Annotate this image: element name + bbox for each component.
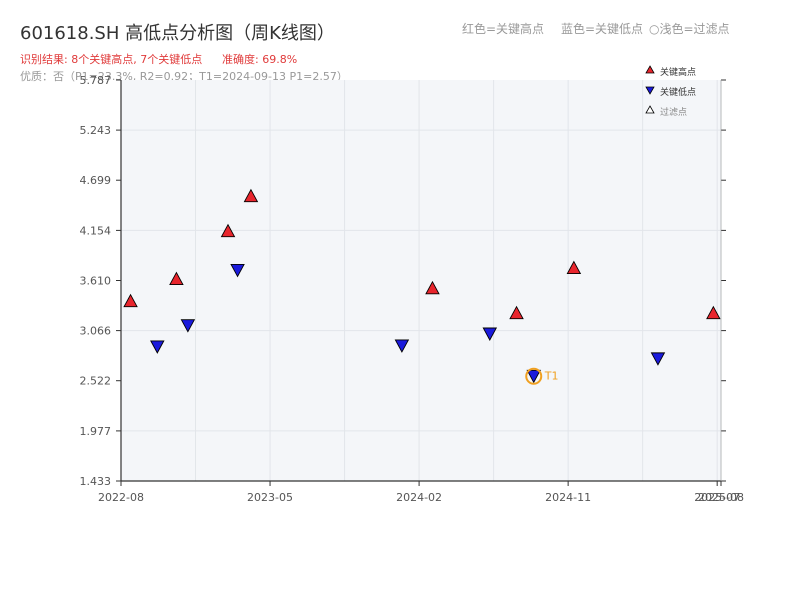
legend-low-label: 关键低点 (660, 86, 696, 98)
key-low-marker (230, 263, 245, 278)
axes: 1.433 1.977 2.522 3.066 3.610 4.154 4.699 5.243… (80, 74, 744, 504)
y-tick-label: 1.977 (80, 425, 112, 438)
legend-low-icon (645, 86, 655, 95)
x-tick-label: 2023-05 (247, 491, 293, 504)
y-tick-label: 3.066 (80, 325, 112, 338)
key-high-marker (243, 188, 259, 203)
key-low-marker (394, 339, 410, 353)
key-high-marker (123, 293, 138, 308)
y-tick-label: 4.699 (80, 174, 112, 187)
x-tick-label: 2022-08 (98, 491, 144, 504)
accuracy-text: 准确度: 69.8% (222, 52, 297, 66)
t1-ring (525, 367, 543, 385)
header-note-low: 蓝色=关键低点 (561, 22, 643, 36)
y-tick-label: 1.433 (80, 475, 112, 488)
y-tick-label: 5.243 (80, 124, 112, 137)
key-high-marker (566, 260, 582, 274)
header-note-filtered: ○浅色=过滤点 (649, 22, 730, 36)
plot-area (121, 80, 721, 481)
x-tick-label: 2025-07 (694, 491, 740, 504)
legend-filtered-icon (645, 105, 655, 114)
key-low-marker (650, 352, 666, 366)
legend-high-icon (645, 65, 655, 74)
x-tick-label: 2024-11 (545, 491, 591, 504)
chart-title: 601618.SH 高低点分析图（周K线图） (20, 23, 335, 44)
key-high-marker (425, 280, 440, 295)
result-summary: 识别结果: 8个关键高点, 7个关键低点 (20, 52, 202, 66)
key-low-marker (150, 340, 165, 354)
legend-high-label: 关键高点 (660, 66, 696, 78)
key-high-marker (220, 223, 236, 238)
header-note-high: 红色=关键高点 (462, 21, 544, 36)
markers: T1 (123, 188, 721, 385)
y-tick-label: 3.610 (80, 275, 112, 288)
key-low-marker (180, 319, 196, 333)
t1-label: T1 (544, 369, 559, 382)
y-tick-label: 2.522 (80, 375, 112, 388)
key-high-marker (509, 305, 524, 320)
key-low-marker (526, 369, 541, 384)
key-high-marker (706, 305, 721, 320)
x-tick-label: 2024-02 (396, 491, 442, 504)
legend-filtered-label: 过滤点 (660, 106, 687, 118)
legend: 关键高点 关键低点 过滤点 (645, 65, 696, 118)
quality-text: 优质：否（P1=23.3%, R2=0.92；T1=2024-09-13 P1=… (20, 70, 348, 83)
key-low-marker (482, 327, 498, 341)
y-tick-label: 5.787 (80, 74, 112, 87)
key-high-marker (169, 271, 184, 286)
y-tick-label: 4.154 (80, 224, 112, 237)
x-tick-label: 2025-08 (698, 491, 744, 504)
